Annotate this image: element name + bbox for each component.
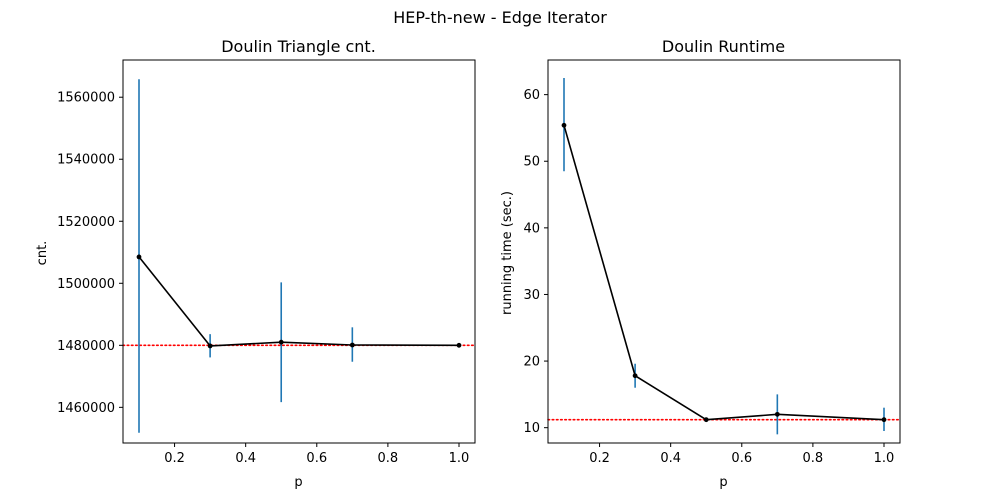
y-tick-label: 30	[523, 288, 540, 303]
x-tick-label: 0.4	[235, 451, 256, 466]
y-tick-label: 1540000	[57, 153, 115, 168]
data-point	[561, 122, 567, 128]
figure-suptitle: HEP-th-new - Edge Iterator	[393, 8, 607, 27]
y-axis-label: running time (sec.)	[500, 191, 515, 315]
data-point	[774, 411, 780, 417]
data-point	[136, 254, 142, 260]
x-tick-label: 0.2	[589, 451, 610, 466]
axes-frame	[547, 59, 901, 444]
x-tick-label: 1.0	[874, 451, 895, 466]
y-tick-label: 1480000	[57, 339, 115, 354]
y-tick-label: 20	[523, 355, 540, 370]
y-tick-label: 1560000	[57, 91, 115, 106]
x-axis-label: p	[294, 475, 302, 490]
x-tick-label: 0.4	[660, 451, 681, 466]
y-tick-label: 50	[523, 155, 540, 170]
y-axis-label: cnt.	[35, 241, 50, 266]
data-point	[703, 417, 709, 423]
subplot-title: Doulin Triangle cnt.	[221, 37, 376, 56]
x-tick-label: 0.6	[306, 451, 327, 466]
subplot-triangle-count: Doulin Triangle cnt. p cnt. 0.2 0.4 0.6 0.8…	[35, 37, 476, 490]
y-tick-label: 1500000	[57, 277, 115, 292]
y-tick-label: 10	[523, 421, 540, 436]
y-tick-label: 1520000	[57, 215, 115, 230]
data-point	[881, 417, 887, 423]
y-tick-label: 1460000	[57, 401, 115, 416]
x-tick-label: 0.8	[378, 451, 399, 466]
x-tick-label: 0.6	[731, 451, 752, 466]
x-tick-label: 0.2	[164, 451, 185, 466]
subplot-runtime: Doulin Runtime p running time (sec.) 0.2…	[500, 37, 901, 490]
y-tick-label: 40	[523, 221, 540, 236]
x-tick-label: 1.0	[449, 451, 470, 466]
data-point	[349, 342, 355, 348]
x-axis-label: p	[719, 475, 727, 490]
data-point	[207, 343, 213, 349]
data-point	[632, 373, 638, 379]
data-point	[456, 342, 462, 348]
subplot-title: Doulin Runtime	[662, 37, 785, 56]
axes-frame	[122, 59, 476, 444]
data-point	[278, 339, 284, 345]
x-tick-label: 0.8	[803, 451, 824, 466]
y-tick-label: 60	[523, 88, 540, 103]
